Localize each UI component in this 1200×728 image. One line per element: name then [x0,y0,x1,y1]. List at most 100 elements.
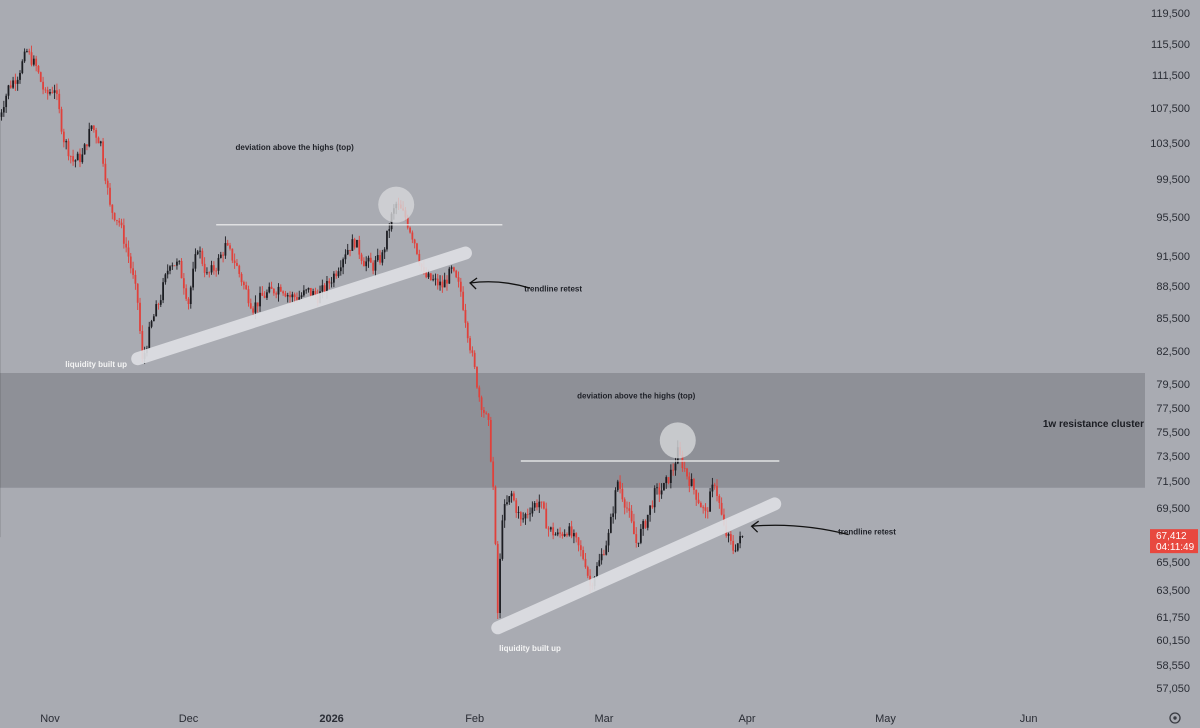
candle-body [669,469,672,483]
candle-body [489,419,492,462]
candle-body [199,250,201,252]
candle-body [83,144,86,155]
candle-body [429,273,432,280]
y-tick-label: 99,500 [1156,174,1190,186]
candle-body [166,270,169,275]
candle-body [732,540,735,551]
candle-body [282,291,285,294]
candle-body [116,220,118,221]
candle-body [573,533,575,537]
y-tick-label: 79,500 [1156,379,1190,391]
candle-body [476,366,478,388]
candle-body [416,243,418,254]
candle-body [134,274,137,284]
candle-body [176,261,178,266]
arrow-head [469,277,478,290]
x-tick-label: May [875,713,896,725]
candle-body [113,212,116,221]
candle-body [616,481,619,491]
candle-body [559,532,561,534]
candle-body [533,503,536,508]
candle-body [374,260,377,271]
candle-body [499,558,501,614]
annotation-label: trendline retest [524,284,582,293]
candle-body [386,230,388,250]
candle-body [362,260,365,267]
candle-body [704,507,707,511]
candle-body [485,412,488,414]
candle-body [566,533,568,536]
y-tick-label: 71,500 [1156,476,1190,488]
arrow-head [750,520,760,533]
candle-body [178,260,181,262]
candle-body [690,479,693,486]
candle-body [547,528,550,530]
candle-body [106,180,109,188]
candle-body [122,225,125,244]
y-tick-label: 115,500 [1151,39,1190,51]
candle-body [582,550,585,559]
candle-body [249,303,252,309]
candle-body [173,265,176,267]
candle-body [155,304,158,317]
candle-body [644,521,647,528]
candle-body [332,273,335,283]
candle-body [699,502,702,508]
candle-body [242,282,245,286]
candle-body [323,285,326,293]
candle-body [275,293,278,295]
candle-body [697,499,700,503]
candle-body [646,514,649,528]
candle-body [136,283,139,303]
candle-body [653,488,656,508]
candle-body [26,51,28,52]
candle-body [35,58,38,66]
candle-body [67,141,70,157]
candle-body [729,534,732,541]
candle-body [674,463,677,471]
candle-body [353,239,356,248]
candle-body [58,93,61,110]
y-tick-label: 85,500 [1156,313,1190,325]
candle-body [224,243,227,256]
candle-body [37,65,40,73]
y-tick-label: 107,500 [1150,103,1190,115]
candle-body [81,154,84,163]
x-tick-label: Jun [1020,713,1038,725]
zone-label: 1w resistance cluster [1043,419,1144,430]
top-highlight-circle [659,422,696,459]
candle-body [552,527,555,536]
candle-body [132,268,134,275]
candle-body [240,273,243,283]
y-tick-label: 73,500 [1156,451,1190,463]
candle-body [651,505,654,508]
candle-body [226,243,229,246]
candle-body [328,280,331,284]
candle-body [457,277,460,282]
candle-body [473,352,476,367]
candle-body [367,257,370,262]
candle-body [189,287,192,305]
candle-body [448,268,451,284]
candle-body [549,527,552,530]
candle-body [455,270,458,278]
candle-body [208,272,211,274]
candle-body [236,262,238,266]
candle-body [561,533,564,537]
settings-gear-icon[interactable] [1169,712,1181,724]
y-axis: 119,500 115,500 111,500 107,500 103,500 99,50… [1150,8,1190,695]
candle-body [439,281,441,286]
candle-body [630,510,633,522]
candle-body [111,204,114,213]
candle-body [649,505,651,515]
x-tick-label: Mar [594,713,613,725]
candle-body [49,92,51,94]
candle-body [383,249,386,253]
arrow-shaft [469,281,531,289]
y-tick-label: 88,500 [1156,281,1190,293]
candle-body [376,255,379,261]
candle-body [344,254,347,260]
candle-body [413,239,416,244]
